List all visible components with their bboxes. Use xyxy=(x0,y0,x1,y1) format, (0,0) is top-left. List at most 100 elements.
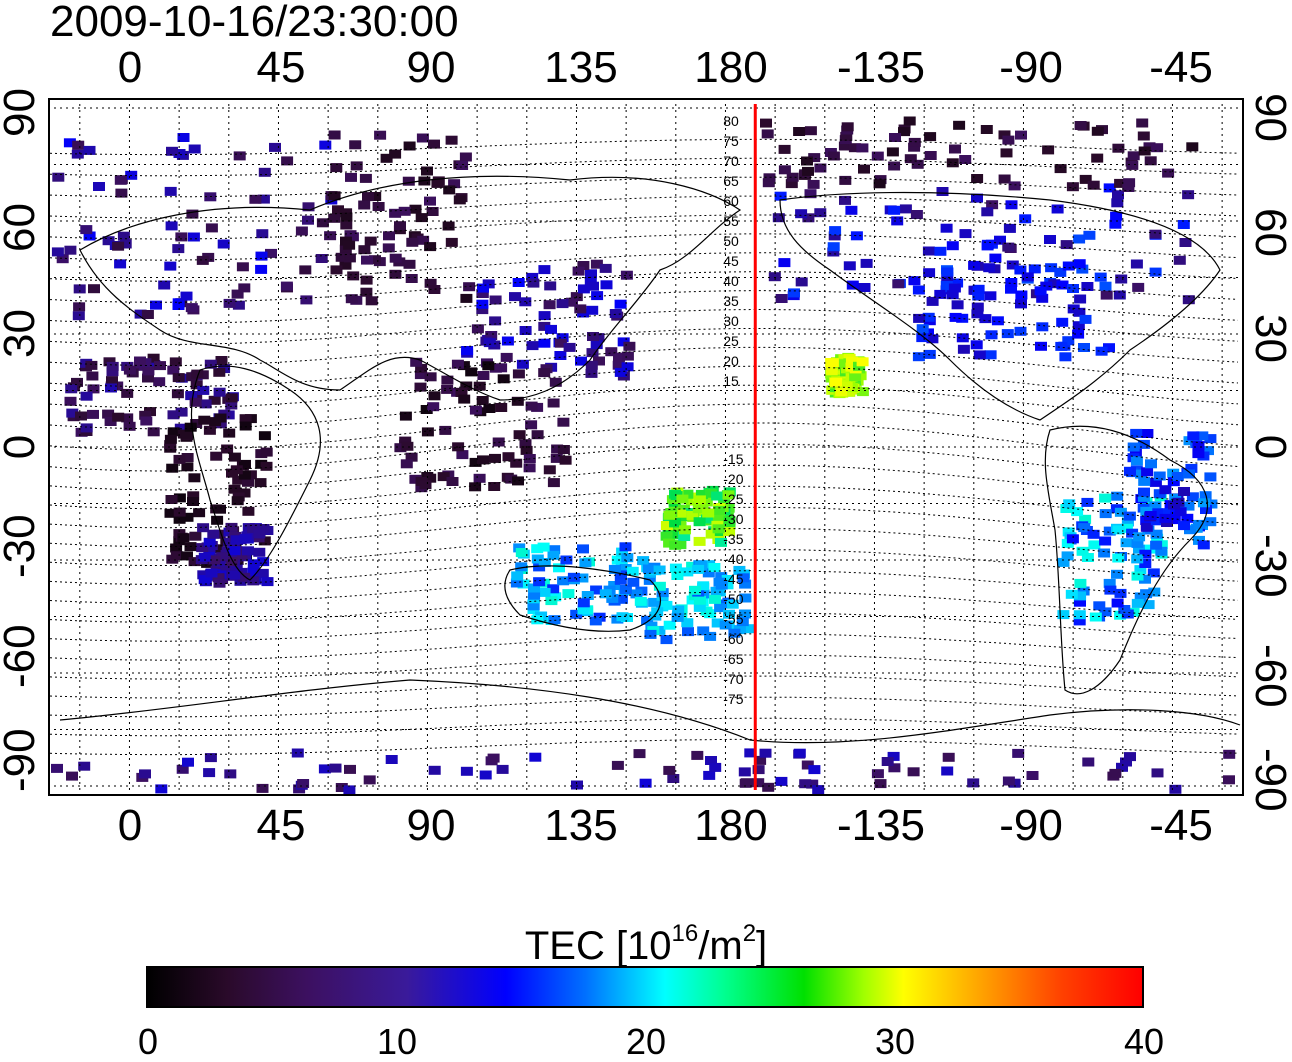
tec-cell xyxy=(1008,181,1021,191)
tec-cell xyxy=(169,357,182,367)
contour-label-south: -20 xyxy=(723,471,743,487)
tec-cell xyxy=(477,283,489,293)
tec-cell xyxy=(744,748,757,758)
tec-cell xyxy=(72,140,85,150)
tec-cell xyxy=(256,229,269,239)
tec-cell xyxy=(589,616,602,626)
tec-cell xyxy=(153,377,166,387)
tec-cell xyxy=(448,179,461,189)
tec-cell xyxy=(1056,280,1069,290)
tec-cell xyxy=(801,156,813,166)
tec-cell xyxy=(1126,528,1139,538)
tec-cell xyxy=(406,237,419,247)
tec-cell xyxy=(1061,538,1074,548)
tec-cell xyxy=(1134,565,1147,575)
tec-cell xyxy=(525,401,538,411)
tec-cell xyxy=(73,284,86,294)
top-lon-label: 135 xyxy=(544,43,618,92)
contour-line xyxy=(50,328,1239,366)
tec-cell xyxy=(1122,183,1135,192)
tec-cell xyxy=(1131,598,1144,608)
tec-cell xyxy=(247,559,260,569)
tec-cell xyxy=(1098,548,1111,558)
tec-cell xyxy=(483,338,496,348)
tec-cell xyxy=(752,765,765,775)
tec-cell xyxy=(213,367,226,377)
contour-line xyxy=(50,633,1239,661)
tec-cell xyxy=(228,546,241,556)
tec-cell xyxy=(547,550,560,560)
tec-cell xyxy=(1074,591,1087,601)
tec-cell xyxy=(693,517,706,527)
tec-cell xyxy=(403,259,416,269)
tec-cell xyxy=(681,489,694,499)
tec-cell xyxy=(600,280,613,290)
tec-cell xyxy=(888,205,901,215)
tec-cell xyxy=(1204,472,1217,482)
tec-cell xyxy=(795,209,808,219)
tec-cell xyxy=(414,382,427,392)
tec-cell xyxy=(799,779,812,789)
tec-cell xyxy=(389,149,402,159)
tec-cell xyxy=(439,425,452,435)
tec-cell xyxy=(203,543,216,553)
tec-cell xyxy=(1168,500,1180,510)
tec-cell xyxy=(1103,578,1116,588)
tec-cell xyxy=(343,253,356,263)
bottom-lon-label: 90 xyxy=(406,801,456,850)
tec-cell xyxy=(826,358,839,368)
contour-label-north: 55 xyxy=(723,213,739,229)
tec-cell xyxy=(400,459,413,469)
tec-cell xyxy=(1074,578,1087,588)
tec-cell xyxy=(414,370,427,380)
tec-cell xyxy=(577,598,590,608)
tec-cell xyxy=(1145,459,1157,469)
tec-cell xyxy=(802,213,815,223)
tec-cell xyxy=(959,229,972,239)
tec-cell xyxy=(147,353,160,363)
tec-cell xyxy=(1171,472,1184,481)
tec-cell xyxy=(230,535,243,545)
tec-cell xyxy=(1186,142,1199,152)
tec-cell xyxy=(858,164,870,174)
tec-cell xyxy=(147,427,160,437)
tec-cell xyxy=(1021,272,1034,282)
tec-colorbar xyxy=(146,966,1144,1008)
tec-cell xyxy=(713,513,725,523)
tec-cell xyxy=(1095,346,1108,356)
tec-cell xyxy=(984,350,997,360)
tec-cell xyxy=(623,341,636,351)
tec-cell xyxy=(1131,571,1144,581)
tec-cell xyxy=(715,572,728,582)
tec-cell xyxy=(1114,178,1127,188)
tec-cell xyxy=(1124,466,1136,476)
top-lon-label: -135 xyxy=(836,43,926,92)
tec-cell xyxy=(87,409,99,419)
tec-cell xyxy=(1060,504,1073,513)
tec-cell xyxy=(238,572,251,582)
tec-cell xyxy=(181,512,194,522)
tec-cell xyxy=(1073,234,1086,244)
tec-cell xyxy=(1073,307,1086,317)
tec-cell xyxy=(702,568,715,578)
tec-cell xyxy=(452,442,465,452)
tec-cell xyxy=(487,753,500,763)
tec-cell xyxy=(228,452,241,462)
tec-cell xyxy=(849,372,862,382)
tec-cell xyxy=(1133,532,1146,542)
tec-cell xyxy=(512,278,525,287)
coastline-africa xyxy=(190,365,321,581)
tec-cell xyxy=(1136,118,1149,128)
tec-cell xyxy=(1081,497,1094,507)
tec-cell xyxy=(1071,507,1084,517)
tec-cell xyxy=(531,554,544,564)
tec-cell xyxy=(833,359,846,369)
tec-cell xyxy=(888,763,901,773)
tec-cell xyxy=(1076,264,1089,274)
tec-cell xyxy=(257,557,270,567)
tec-cell xyxy=(940,223,953,233)
tec-cell xyxy=(187,497,199,506)
tec-cell xyxy=(739,778,752,788)
tec-cell xyxy=(511,571,524,581)
tec-cell xyxy=(621,553,634,563)
